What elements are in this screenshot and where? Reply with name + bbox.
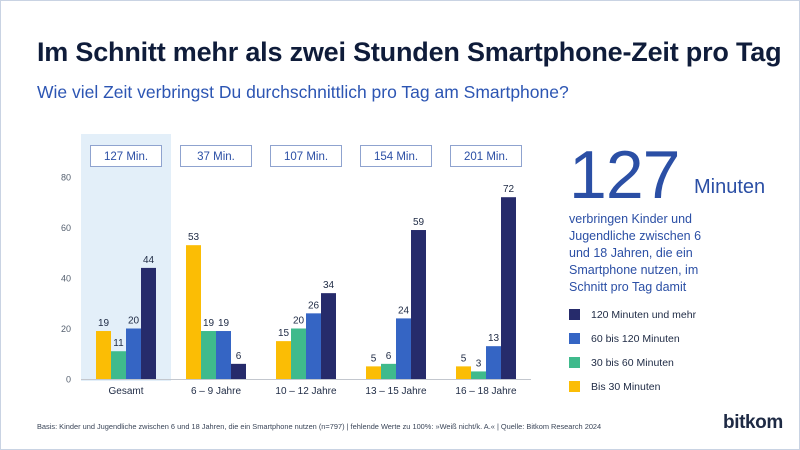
bar [501, 197, 516, 379]
legend-item: 120 Minuten und mehr [569, 306, 696, 323]
bar [321, 293, 336, 379]
bar-value-label: 15 [278, 328, 290, 339]
y-tick-label: 40 [61, 274, 71, 284]
legend-swatch [569, 333, 580, 344]
average-minutes-label: 154 Min. [374, 151, 418, 163]
bar-value-label: 19 [218, 318, 230, 329]
bar [201, 331, 216, 379]
legend-swatch [569, 381, 580, 392]
average-minutes-box [450, 145, 522, 167]
chart-legend: 120 Minuten und mehr 60 bis 120 Minuten 30… [569, 306, 696, 402]
bar [126, 328, 141, 379]
x-category-label: Gesamt [108, 386, 143, 397]
bar-value-label: 20 [293, 316, 305, 327]
bar [396, 318, 411, 379]
legend-label: 30 bis 60 Minuten [591, 356, 674, 369]
bitkom-logo: bitkom [723, 412, 783, 433]
average-minutes-box [360, 145, 432, 167]
x-category-label: 10 – 12 Jahre [275, 386, 337, 397]
bar [96, 331, 111, 379]
average-minutes-label: 127 Min. [104, 151, 148, 163]
bar-value-label: 5 [461, 353, 467, 364]
bar-value-label: 11 [113, 338, 124, 349]
y-tick-label: 60 [61, 223, 71, 233]
bar-value-label: 6 [386, 351, 392, 362]
legend-swatch [569, 309, 580, 320]
highlight-unit: Minuten [694, 176, 766, 198]
bar [456, 366, 471, 379]
bar [291, 328, 306, 379]
bar-value-label: 19 [98, 318, 110, 329]
bar-value-label: 26 [308, 300, 320, 311]
bar [231, 363, 246, 379]
bar [276, 341, 291, 379]
bar [471, 371, 486, 379]
x-category-label: 13 – 15 Jahre [365, 386, 427, 397]
bar-value-label: 34 [323, 280, 335, 291]
legend-label: 60 bis 120 Minuten [591, 332, 680, 345]
page-title: Im Schnitt mehr als zwei Stunden Smartph… [37, 37, 782, 67]
average-minutes-label: 201 Min. [464, 151, 508, 163]
average-minutes-label: 37 Min. [197, 151, 235, 163]
average-minutes-label: 107 Min. [284, 151, 328, 163]
bar [411, 230, 426, 379]
bar-value-label: 20 [128, 316, 140, 327]
average-minutes-box [270, 145, 342, 167]
bar [216, 331, 231, 379]
highlight-description: verbringen Kinder und Jugendliche zwisch… [569, 212, 702, 294]
bar-value-label: 3 [476, 358, 482, 369]
bar [306, 313, 321, 379]
legend-label: 120 Minuten und mehr [591, 308, 697, 321]
source-footnote: Basis: Kinder und Jugendliche zwischen 6… [37, 422, 602, 431]
bar [366, 366, 381, 379]
legend-swatch [569, 357, 580, 368]
bar [186, 245, 201, 379]
bar-value-label: 59 [413, 217, 425, 228]
bar [381, 363, 396, 379]
y-tick-label: 0 [66, 375, 71, 385]
bar-value-label: 13 [488, 333, 500, 344]
bar [111, 351, 126, 379]
bar-value-label: 5 [371, 353, 377, 364]
average-minutes-box [90, 145, 162, 167]
bar-value-label: 24 [398, 305, 410, 316]
page-subtitle: Wie viel Zeit verbringst Du durchschnitt… [37, 82, 569, 102]
bar [486, 346, 501, 379]
legend-item: 60 bis 120 Minuten [569, 330, 696, 347]
bar-value-label: 6 [236, 351, 242, 362]
bar-value-label: 53 [188, 232, 200, 243]
legend-label: Bis 30 Minuten [591, 380, 661, 393]
y-tick-label: 20 [61, 324, 71, 334]
legend-item: Bis 30 Minuten [569, 378, 696, 395]
bar-value-label: 72 [503, 184, 515, 195]
y-tick-label: 80 [61, 173, 71, 183]
average-minutes-box [180, 145, 252, 167]
bar-value-label: 44 [143, 255, 155, 266]
x-category-label: 6 – 9 Jahre [191, 386, 241, 397]
bar-value-label: 19 [203, 318, 215, 329]
x-category-label: 16 – 18 Jahre [455, 386, 517, 397]
highlight-number: 127 [569, 137, 680, 213]
bar [141, 267, 156, 379]
legend-item: 30 bis 60 Minuten [569, 354, 696, 371]
